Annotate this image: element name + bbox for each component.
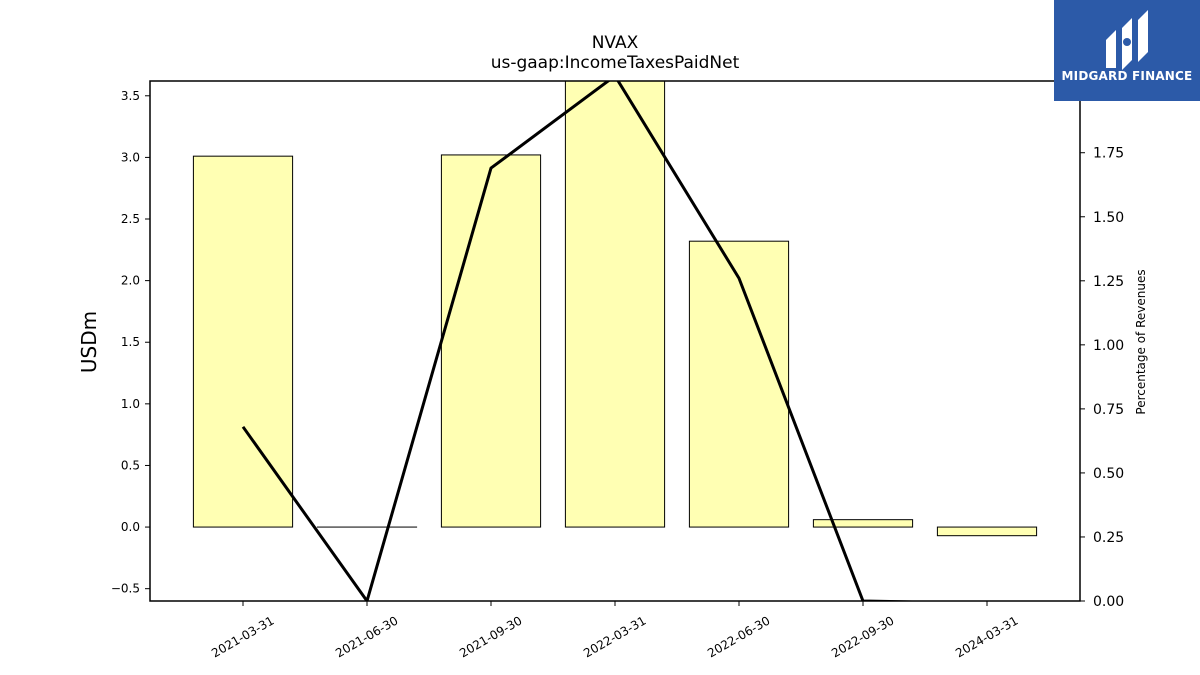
y-tick-label: −0.5 [111, 582, 140, 596]
y2-tick-label: 1.50 [1093, 210, 1124, 226]
brand-logo: MIDGARD FINANCE [1054, 0, 1200, 101]
y-tick-label: 1.5 [121, 335, 140, 349]
chart-subtitle: us-gaap:IncomeTaxesPaidNet [491, 53, 740, 73]
x-tick-label: 2024-03-31 [953, 613, 1020, 660]
y-tick-label: 0.5 [121, 458, 140, 472]
y-tick-label: 3.5 [121, 89, 140, 103]
y2-tick-label: 1.00 [1093, 338, 1124, 354]
y-tick-label: 2.5 [121, 212, 140, 226]
y-tick-label: 2.0 [121, 274, 140, 288]
bar-2022-03-31 [564, 81, 666, 528]
chart-title: NVAX [592, 33, 639, 53]
x-tick-label: 2021-03-31 [209, 613, 276, 660]
y2-tick-label: 0.75 [1093, 402, 1124, 418]
y2-tick-label: 1.75 [1093, 146, 1124, 162]
x-tick-label: 2022-03-31 [581, 613, 648, 660]
logo-text: MIDGARD FINANCE [1061, 69, 1193, 83]
logo-mark-icon [1106, 10, 1148, 70]
x-tick-label: 2021-09-30 [457, 613, 524, 660]
bar-2021-03-31 [192, 155, 294, 528]
y2-tick-label: 0.00 [1093, 594, 1124, 610]
bar-2022-06-30 [688, 240, 790, 528]
bar-2022-09-30 [812, 519, 914, 528]
y-tick-label: 3.0 [121, 150, 140, 164]
x-tick-label: 2021-06-30 [333, 613, 400, 660]
y-axis-label: USDm [77, 311, 101, 373]
y-tick-label: 1.0 [121, 397, 140, 411]
bar-2024-03-31 [936, 526, 1038, 537]
y2-tick-label: 0.50 [1093, 466, 1124, 482]
y2-tick-label: 0.25 [1093, 530, 1124, 546]
bars-layer [192, 81, 1038, 537]
x-tick-label: 2022-09-30 [829, 613, 896, 660]
x-tick-label: 2022-06-30 [705, 613, 772, 660]
y2-tick-label: 1.25 [1093, 274, 1124, 290]
y2-axis-label: Percentage of Revenues [1134, 269, 1148, 414]
y-tick-label: 0.0 [121, 520, 140, 534]
bar-2021-09-30 [440, 154, 542, 528]
